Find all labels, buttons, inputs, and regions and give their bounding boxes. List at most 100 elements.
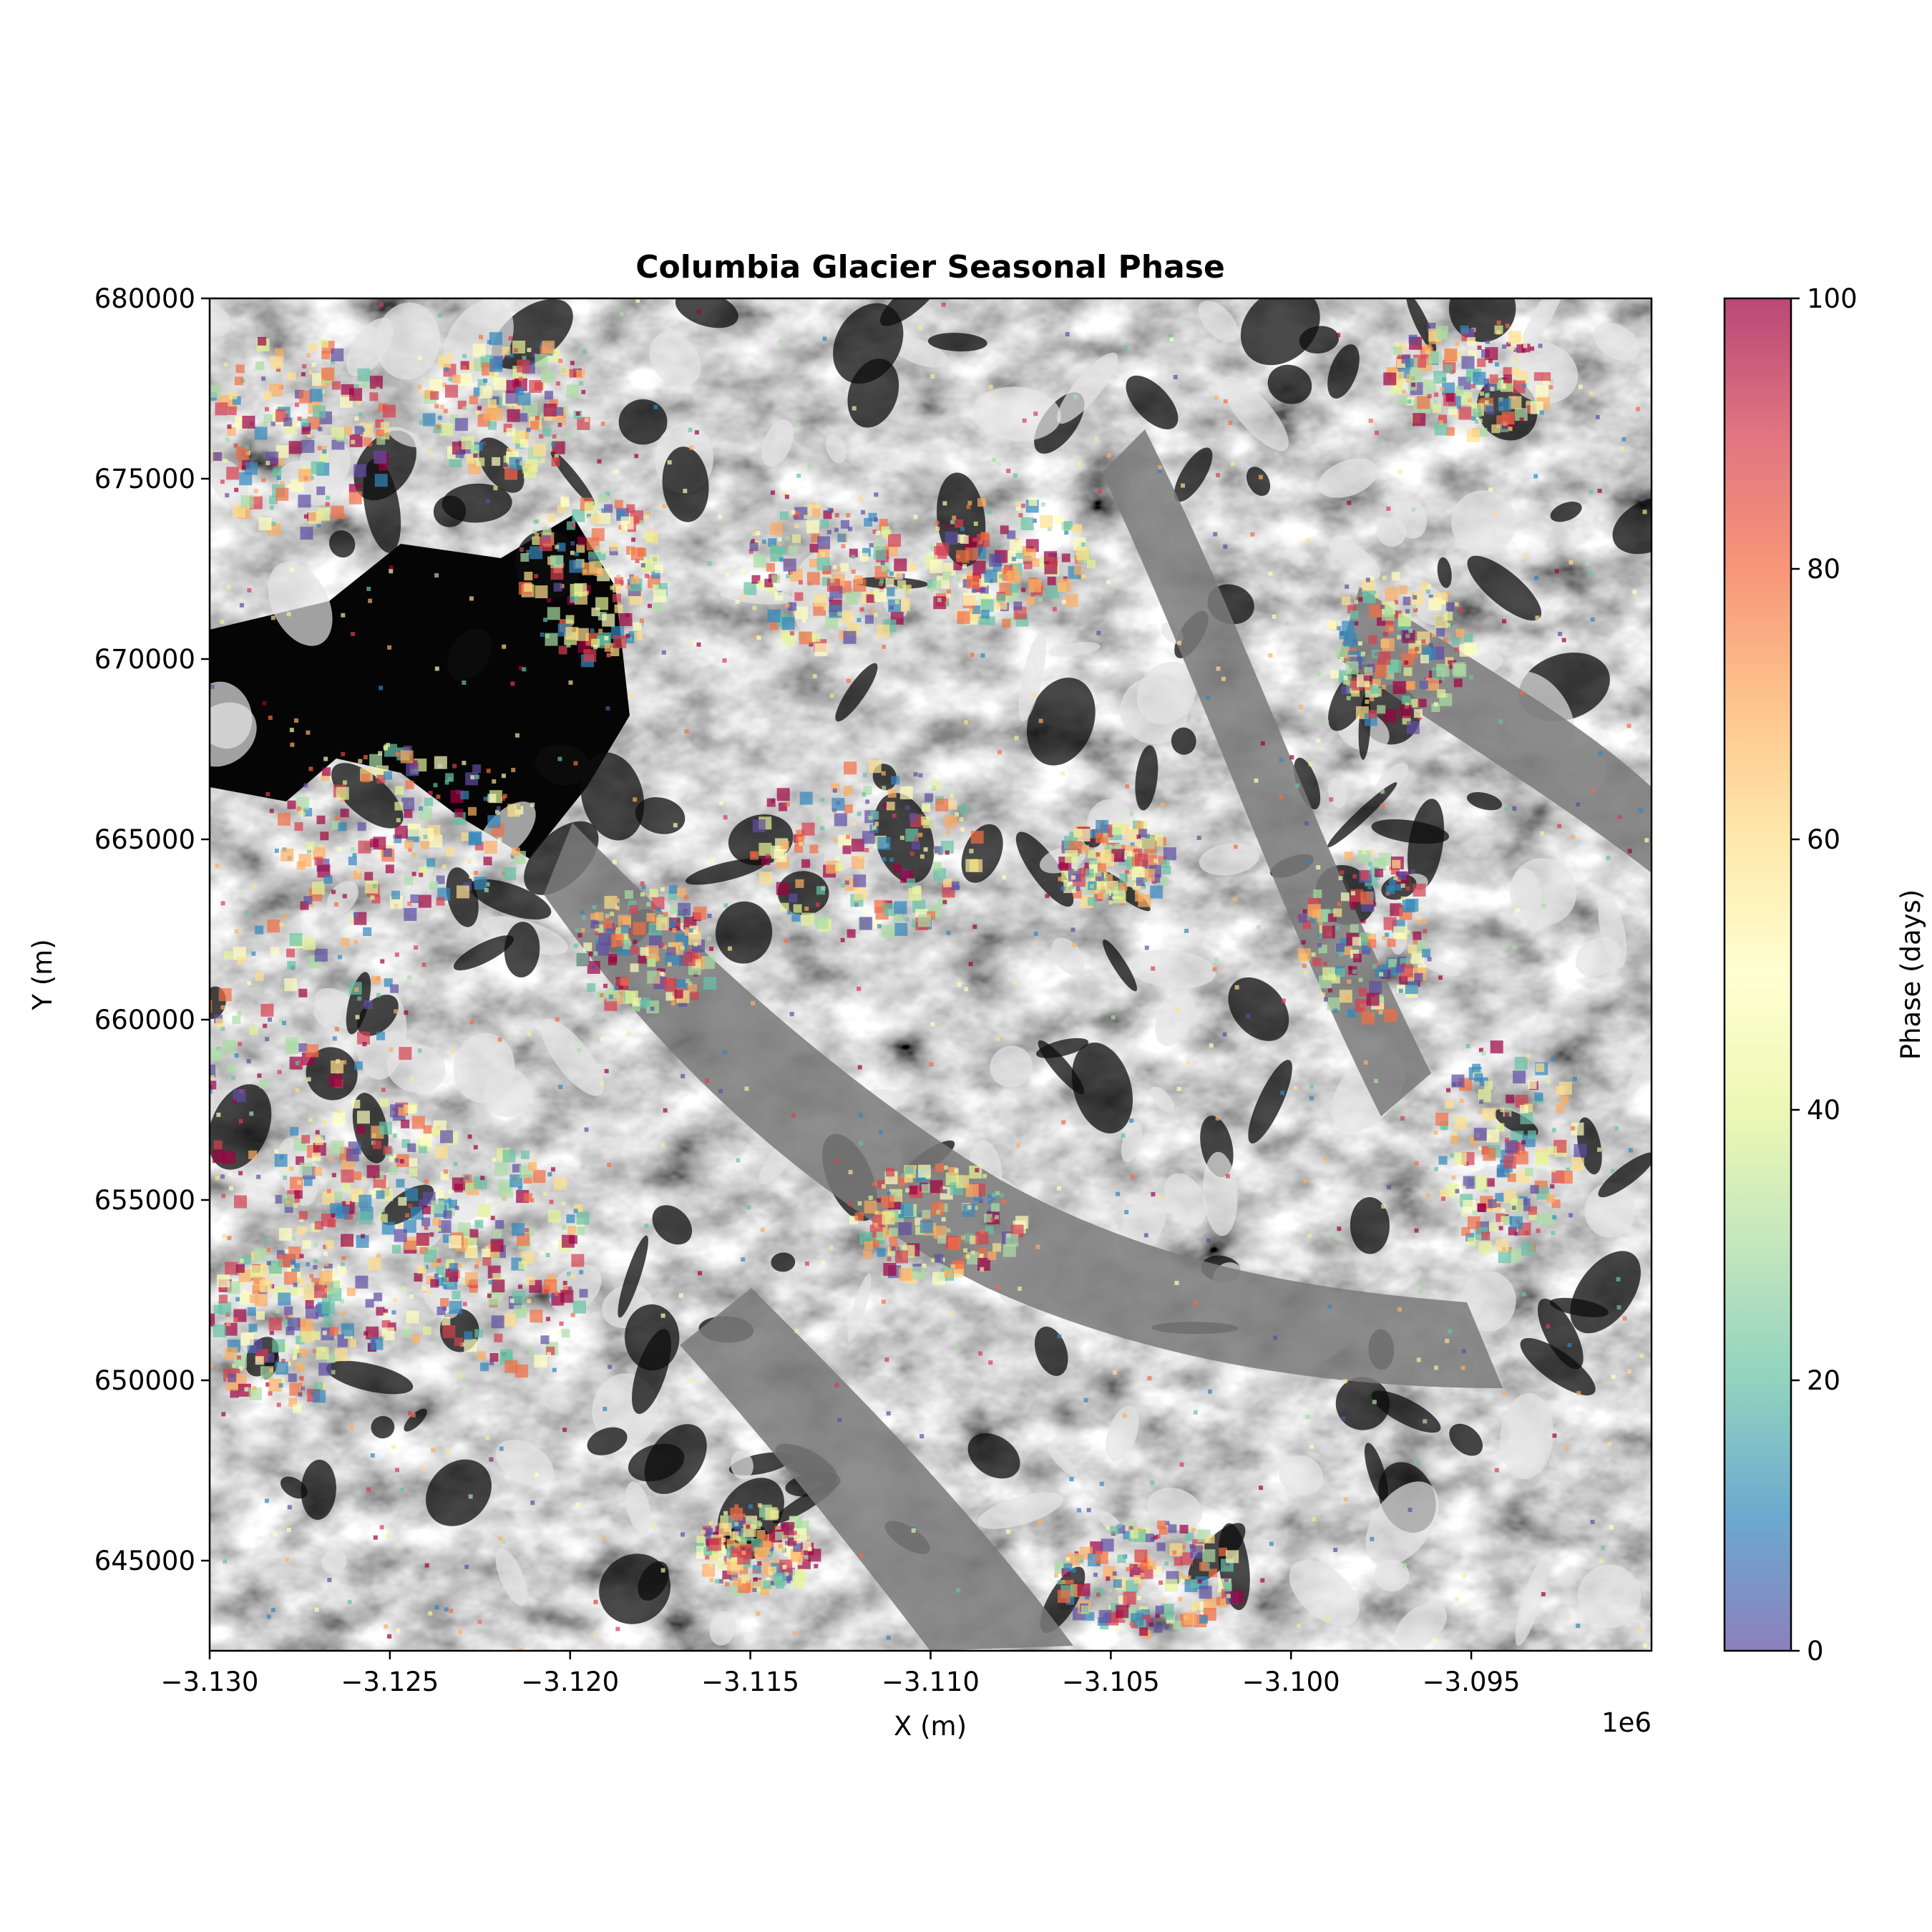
- phase-pixel: [290, 1264, 295, 1269]
- terrain-feature: [1451, 489, 1516, 555]
- phase-pixel: [580, 1165, 585, 1170]
- phase-pixel: [592, 919, 597, 924]
- phase-pixel: [922, 1263, 927, 1268]
- phase-pixel: [1160, 802, 1165, 807]
- phase-pixel: [1097, 890, 1106, 899]
- x-tick-label: −3.110: [882, 1667, 980, 1697]
- phase-pixel: [306, 353, 311, 358]
- phase-pixel: [764, 578, 774, 587]
- phase-pixel: [1096, 630, 1101, 635]
- phase-pixel: [851, 839, 864, 852]
- phase-pixel: [1061, 600, 1066, 605]
- phase-pixel: [1400, 1116, 1405, 1121]
- phase-pixel: [591, 965, 596, 970]
- phase-pixel: [747, 535, 752, 540]
- phase-pixel: [1343, 679, 1348, 684]
- phase-pixel: [1414, 1161, 1419, 1166]
- phase-pixel: [1123, 1591, 1136, 1605]
- phase-pixel: [911, 841, 920, 850]
- phase-pixel: [1223, 399, 1228, 404]
- phase-pixel: [945, 829, 950, 834]
- phase-pixel: [864, 1200, 877, 1214]
- phase-pixel: [1343, 1497, 1348, 1502]
- phase-pixel: [1459, 1098, 1464, 1103]
- phase-pixel: [782, 633, 796, 646]
- phase-pixel: [562, 1281, 567, 1286]
- phase-pixel: [1268, 571, 1273, 576]
- phase-pixel: [1405, 378, 1410, 383]
- phase-pixel: [1354, 621, 1359, 626]
- phase-pixel: [521, 1150, 530, 1159]
- phase-pixel: [968, 962, 973, 967]
- phase-pixel: [1309, 1096, 1314, 1101]
- phase-pixel: [546, 1352, 551, 1357]
- phase-pixel: [398, 1224, 403, 1229]
- phase-pixel: [526, 550, 531, 555]
- phase-pixel: [581, 389, 586, 394]
- phase-pixel: [980, 610, 990, 619]
- phase-pixel: [575, 411, 580, 416]
- phase-pixel: [970, 653, 975, 658]
- phase-pixel: [326, 495, 331, 500]
- phase-pixel: [959, 816, 964, 821]
- phase-pixel: [1165, 1521, 1170, 1526]
- terrain-feature: [535, 744, 590, 786]
- phase-pixel: [1115, 1626, 1120, 1631]
- phase-pixel: [506, 428, 515, 437]
- phase-pixel: [284, 978, 298, 992]
- phase-pixel: [997, 750, 1002, 755]
- phase-pixel: [1065, 332, 1070, 337]
- phase-pixel: [1174, 1557, 1183, 1566]
- terrain-feature: [826, 434, 847, 464]
- phase-pixel: [306, 1262, 311, 1267]
- terrain-feature: [1570, 1251, 1641, 1334]
- phase-pixel: [492, 1157, 497, 1162]
- phase-pixel: [1508, 331, 1521, 344]
- phase-pixel: [265, 1037, 270, 1042]
- phase-pixel: [582, 349, 587, 354]
- phase-pixel: [436, 897, 445, 906]
- phase-pixel: [227, 1281, 240, 1294]
- glacier-tongue: [680, 1288, 1073, 1651]
- phase-pixel: [1061, 1120, 1066, 1125]
- phase-pixel: [308, 511, 321, 525]
- phase-pixel: [1254, 778, 1259, 783]
- phase-pixel: [952, 515, 957, 520]
- phase-pixel: [576, 1226, 585, 1235]
- phase-pixel: [922, 805, 927, 810]
- phase-pixel: [830, 578, 835, 583]
- phase-pixel: [1597, 489, 1602, 494]
- phase-pixel: [933, 596, 947, 610]
- phase-pixel: [1622, 1316, 1627, 1321]
- phase-pixel: [192, 451, 205, 464]
- phase-pixel: [1384, 608, 1393, 617]
- phase-pixel: [514, 1304, 527, 1318]
- phase-pixel: [1219, 1547, 1228, 1556]
- phase-pixel: [269, 505, 274, 510]
- phase-pixel: [832, 565, 837, 570]
- terrain-feature: [375, 302, 441, 380]
- phase-pixel: [1088, 849, 1097, 859]
- y-tick-label: 645000: [94, 1546, 195, 1576]
- phase-pixel: [741, 594, 746, 599]
- phase-pixel: [960, 535, 969, 545]
- phase-pixel: [1067, 1553, 1080, 1566]
- phase-pixel: [276, 476, 281, 481]
- phase-pixel: [356, 1125, 366, 1134]
- phase-pixel: [757, 1561, 762, 1566]
- phase-pixel: [873, 591, 878, 596]
- phase-pixel: [807, 1546, 812, 1551]
- phase-pixel: [886, 569, 891, 574]
- phase-pixel: [436, 1306, 446, 1315]
- phase-pixel: [644, 1223, 649, 1228]
- terrain-feature: [1375, 763, 1409, 796]
- phase-pixel: [962, 575, 967, 580]
- phase-pixel: [1406, 681, 1415, 691]
- phase-pixel: [792, 1568, 806, 1582]
- phase-pixel: [223, 951, 233, 960]
- phase-pixel: [1386, 506, 1391, 511]
- phase-pixel: [821, 886, 826, 891]
- phase-pixel: [1089, 838, 1094, 843]
- phase-pixel: [254, 1248, 268, 1262]
- phase-pixel: [898, 1267, 912, 1281]
